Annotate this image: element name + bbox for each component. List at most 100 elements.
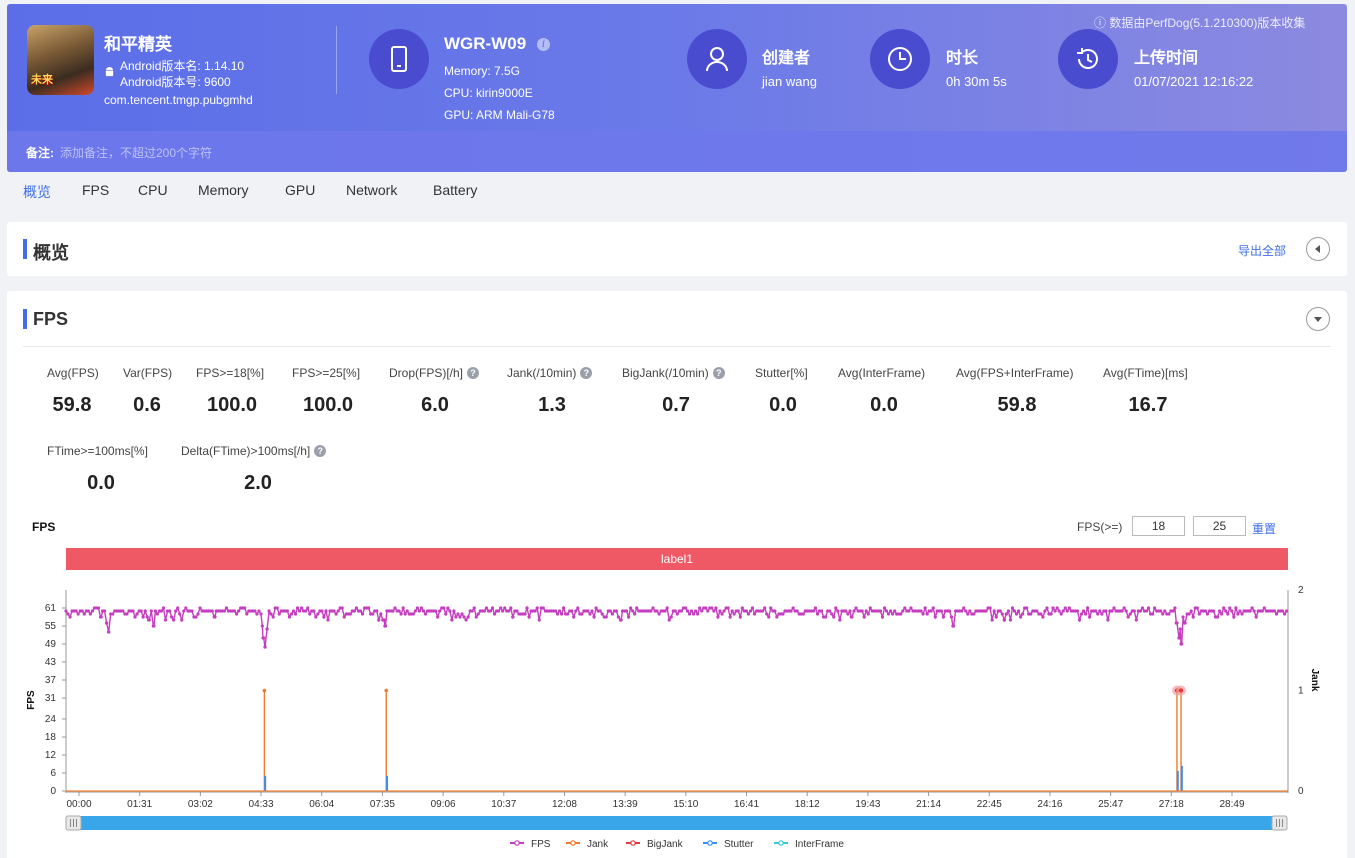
note-bar: 备注: 添加备注，不超过200个字符 bbox=[7, 131, 1347, 172]
threshold-high-input[interactable]: 25 bbox=[1193, 516, 1246, 536]
fps-point bbox=[941, 615, 946, 619]
fps-point bbox=[566, 612, 570, 616]
fps-point bbox=[484, 606, 489, 610]
x-tick-label: 00:00 bbox=[66, 799, 91, 810]
note-input[interactable]: 添加备注，不超过200个字符 bbox=[60, 146, 213, 160]
fps-point bbox=[718, 609, 722, 613]
fps-point bbox=[180, 618, 184, 622]
export-all-link[interactable]: 导出全部 bbox=[1238, 244, 1287, 258]
fps-point bbox=[1236, 612, 1240, 616]
reset-button[interactable]: 重置 bbox=[1252, 522, 1277, 536]
help-icon[interactable]: ? bbox=[314, 445, 327, 457]
creator-value: jian wang bbox=[762, 74, 817, 89]
fps-point bbox=[170, 615, 174, 619]
help-icon[interactable]: ? bbox=[712, 367, 725, 379]
legend-label[interactable]: FPS bbox=[531, 839, 551, 850]
android-icon bbox=[105, 67, 114, 77]
legend-label[interactable]: InterFrame bbox=[795, 839, 844, 850]
fps-point bbox=[765, 612, 769, 616]
fps-point bbox=[925, 612, 929, 616]
tab-memory[interactable]: Memory bbox=[198, 182, 249, 198]
fps-point bbox=[773, 609, 777, 613]
fps-point bbox=[716, 615, 720, 619]
fps-point bbox=[604, 615, 608, 619]
fps-point bbox=[1183, 621, 1187, 625]
x-tick-label: 25:47 bbox=[1098, 799, 1123, 810]
x-tick-label: 03:02 bbox=[188, 799, 213, 810]
help-icon[interactable]: ? bbox=[580, 367, 593, 379]
fps-point bbox=[616, 615, 621, 619]
collapse-down-button[interactable] bbox=[1306, 307, 1330, 331]
fps-point bbox=[482, 609, 486, 613]
fps-point bbox=[1248, 609, 1252, 613]
duration-title: 时长 bbox=[946, 50, 979, 67]
x-tick-label: 13:39 bbox=[613, 799, 638, 810]
legend-label[interactable]: BigJank bbox=[647, 839, 684, 850]
label-bar[interactable]: label1 bbox=[66, 548, 1288, 570]
threshold-low-input[interactable]: 18 bbox=[1132, 516, 1185, 536]
fps-point bbox=[738, 615, 742, 619]
range-slider-track[interactable] bbox=[70, 816, 1284, 830]
fps-point bbox=[145, 615, 149, 619]
fps-point bbox=[834, 606, 838, 610]
fps-point bbox=[253, 609, 257, 613]
fps-point bbox=[377, 618, 381, 622]
tab-battery[interactable]: Battery bbox=[433, 182, 478, 198]
legend-label[interactable]: Stutter bbox=[724, 839, 754, 850]
legend-marker[interactable] bbox=[514, 840, 520, 846]
device-info-icon[interactable]: i bbox=[537, 38, 550, 51]
fps-point bbox=[722, 609, 726, 613]
legend-marker[interactable] bbox=[707, 840, 713, 846]
help-icon[interactable]: ? bbox=[467, 367, 480, 379]
fps-point bbox=[704, 606, 708, 610]
collapse-left-button[interactable] bbox=[1306, 237, 1330, 261]
fps-point bbox=[921, 612, 925, 616]
fps-point bbox=[1086, 606, 1090, 610]
legend-marker[interactable] bbox=[778, 840, 784, 846]
fps-point bbox=[789, 609, 793, 613]
clock-icon bbox=[870, 29, 930, 89]
legend-label[interactable]: Jank bbox=[587, 839, 609, 850]
x-tick-label: 12:08 bbox=[552, 799, 577, 810]
fps-point bbox=[667, 618, 671, 622]
fps-point bbox=[86, 609, 90, 613]
fps-point bbox=[107, 630, 111, 634]
note-label: 备注: bbox=[26, 146, 54, 160]
fps-point bbox=[490, 606, 495, 610]
y-tick-label: 12 bbox=[45, 750, 57, 761]
fps-point bbox=[1016, 609, 1021, 613]
fps-point bbox=[143, 609, 147, 613]
tab-network[interactable]: Network bbox=[346, 182, 398, 198]
tab-overview[interactable]: 概览 bbox=[23, 184, 51, 200]
fps-point bbox=[421, 609, 426, 613]
x-tick-label: 16:41 bbox=[734, 799, 759, 810]
fps-point bbox=[586, 609, 590, 613]
x-tick-label: 06:04 bbox=[309, 799, 334, 810]
fps-point bbox=[161, 606, 166, 610]
fps-point bbox=[1205, 612, 1210, 616]
fps-point bbox=[984, 609, 988, 613]
fps-point bbox=[1053, 609, 1057, 613]
metric-label: Avg(InterFrame) bbox=[838, 366, 926, 380]
fps-point bbox=[1120, 609, 1124, 613]
fps-point bbox=[438, 609, 442, 613]
metric-label: Avg(FPS) bbox=[47, 366, 99, 380]
fps-point bbox=[293, 612, 298, 616]
fps-point bbox=[740, 606, 744, 610]
fps-point bbox=[464, 618, 468, 622]
fps-point bbox=[838, 618, 842, 622]
legend-marker[interactable] bbox=[570, 840, 576, 846]
y2-tick-label: 0 bbox=[1298, 786, 1304, 797]
fps-point bbox=[732, 612, 736, 616]
tab-gpu[interactable]: GPU bbox=[285, 182, 316, 198]
fps-point bbox=[557, 609, 562, 613]
legend-marker[interactable] bbox=[630, 840, 636, 846]
metric-value: 0.6 bbox=[133, 394, 161, 416]
fps-point bbox=[1098, 609, 1102, 613]
x-tick-label: 09:06 bbox=[431, 799, 456, 810]
tab-cpu[interactable]: CPU bbox=[138, 182, 168, 198]
fps-point bbox=[358, 609, 363, 613]
tab-fps[interactable]: FPS bbox=[82, 182, 110, 198]
fps-point bbox=[675, 612, 679, 616]
